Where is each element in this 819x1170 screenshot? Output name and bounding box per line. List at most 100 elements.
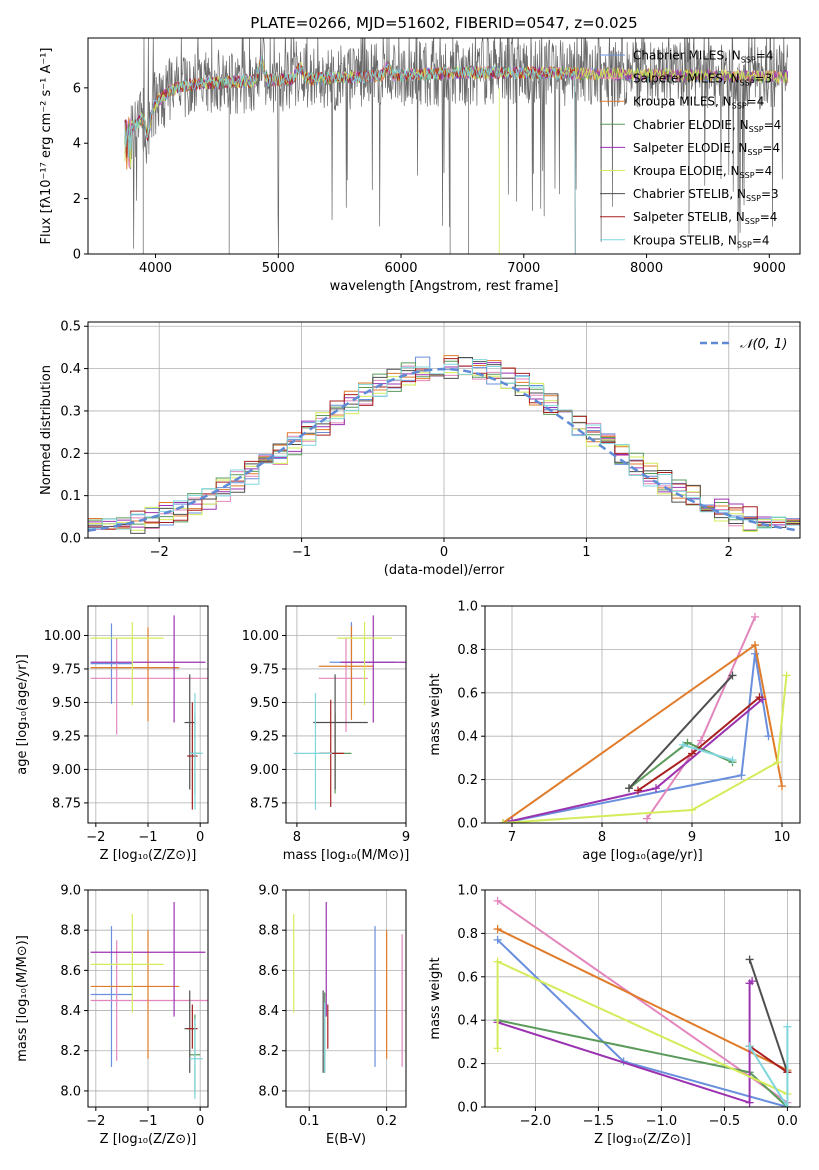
mass-weight-marker [493,1044,502,1053]
mass-weight-series-8 [749,1045,788,1074]
y-tick-label: 0.6 [457,970,478,985]
x-axis-label: age [log₁₀(age/yr)] [582,848,703,863]
y-axis-label: Normed distribution [39,365,54,495]
y-tick-label: 0.2 [457,1057,478,1072]
mass-weight-series-1 [496,939,788,1107]
y-tick-label: 0.5 [60,320,81,335]
mass-weight-marker [745,1042,754,1051]
y-tick-label: 8.75 [250,796,279,811]
x-tick-label: −1 [138,830,157,845]
mass-weight-marker [697,736,705,745]
mass-weight-series-6 [496,960,788,1095]
x-axis-label: (data-model)/error [384,563,505,578]
y-tick-label: 8.2 [60,1044,81,1059]
legend-entry: Kroupa STELIB, NSSP=4 [633,233,770,249]
histogram-steps [88,355,800,538]
mass-weight-marker [782,671,791,680]
x-axis-label: mass [log₁₀(M/M⊙)] [283,848,410,863]
y-tick-label: 8.4 [258,1004,279,1019]
mass-weight-marker [508,816,516,823]
y-tick-label: 0.4 [60,362,81,377]
axes-7: 0.1 0.2 8.0 8.2 8.4 8.6 8.8 9.0 E(B-V) [258,884,406,1147]
axes-frame [484,605,801,824]
legend-entry: 𝒩(0, 1) [740,337,787,352]
mass-weight-marker [764,732,773,741]
mass-weight-marker [751,612,759,621]
x-tick-label: 4000 [139,261,172,276]
x-tick-label: 9 [402,830,410,845]
x-tick-label: −2.0 [520,1114,552,1129]
axes-1: 4000 5000 6000 7000 8000 9000 0 2 4 6 wavelength [… [39,48,786,295]
y-tick-label: 0.0 [457,817,478,832]
x-tick-label: 0 [196,1114,204,1129]
mass-weight-lines [493,896,792,1107]
mass-weight-marker [625,784,633,793]
y-tick-label: 8.8 [60,924,81,939]
y-tick-label: 8.0 [60,1084,81,1099]
y-tick-label: 10.00 [242,629,279,644]
x-axis-label: E(B-V) [326,1132,366,1147]
y-tick-label: 0.2 [457,773,478,788]
y-tick-label: 0.4 [457,730,478,745]
y-axis-label: mass [log₁₀(M/M⊙)] [15,935,30,1062]
x-axis-label: Z [log₁₀(Z/Z⊙)] [594,1132,691,1147]
y-tick-label: 0.3 [60,404,81,419]
y-tick-label: 1.0 [457,884,478,899]
mass-weight-series-4 [628,741,733,790]
y-tick-label: 9.0 [60,884,81,899]
x-axis-label: wavelength [Angstrom, rest frame] [330,279,559,294]
legend-entry: Salpeter MILES, NSSP=3 [633,72,772,88]
y-axis-label: mass weight [428,957,443,1039]
x-tick-label: 6000 [384,261,417,276]
y-tick-label: 8.75 [52,796,81,811]
y-axis-label: Flux [fλ10⁻¹⁷ erg cm⁻² s⁻¹ A⁻¹] [39,48,54,245]
y-tick-label: 9.75 [250,662,279,677]
mass-weight-series-3 [502,643,783,823]
mass-weight-marker [679,740,687,749]
x-tick-label: 0.0 [777,1114,798,1129]
axes-3: −2 −1 0 8.75 9.00 9.25 9.50 9.75 10.00 Z [log₁₀(Z… [15,606,208,863]
x-tick-label: 0.1 [299,1114,320,1129]
y-axis-label: age [log₁₀(age/yr)] [15,654,30,775]
legend-entry: Kroupa ELODIE, NSSP=4 [633,164,772,180]
y-tick-label: 8.4 [60,1004,81,1019]
axes-frame [87,37,801,255]
mass-weight-marker [634,786,642,795]
mass-weight-marker [745,955,754,964]
mass-weight-marker [493,935,502,944]
y-tick-label: 10.00 [44,629,81,644]
legend-spectrum: Chabrier MILES, NSSP=4 Salpeter MILES, NS… [600,49,781,249]
mass-weight-marker [688,749,696,758]
x-tick-label: 9 [688,830,696,845]
x-tick-label: −1.5 [583,1114,615,1129]
y-tick-label: 0.0 [457,1101,478,1116]
errorbars [90,615,208,810]
y-tick-label: 9.00 [250,763,279,778]
legend-entry: Chabrier ELODIE, NSSP=4 [633,118,781,134]
y-tick-label: 0.2 [60,447,81,462]
mass-weight-series-2 [497,900,788,1104]
y-tick-label: 0.1 [60,489,81,504]
y-tick-label: 6 [73,81,81,96]
y-tick-label: 0.0 [60,532,81,547]
mass-weight-marker [499,819,507,823]
y-tick-label: 8.6 [258,964,279,979]
mass-weight-marker [728,671,737,680]
x-tick-label: −1.0 [646,1114,678,1129]
x-tick-label: 5000 [262,261,295,276]
x-tick-label: 1 [582,545,590,560]
y-tick-label: 9.50 [52,696,81,711]
x-tick-label: 9000 [753,261,786,276]
y-tick-label: 0.4 [457,1014,478,1029]
y-tick-label: 8.0 [258,1084,279,1099]
x-tick-label: 7000 [507,261,540,276]
y-tick-label: 1.0 [457,600,478,615]
x-tick-label: −0.5 [709,1114,741,1129]
axes-frame [285,605,407,824]
axes-frame [87,889,209,1108]
x-tick-label: 0 [196,830,204,845]
y-axis-label: mass weight [428,673,443,755]
mass-weight-marker [688,805,696,814]
y-tick-label: 0.8 [457,927,478,942]
